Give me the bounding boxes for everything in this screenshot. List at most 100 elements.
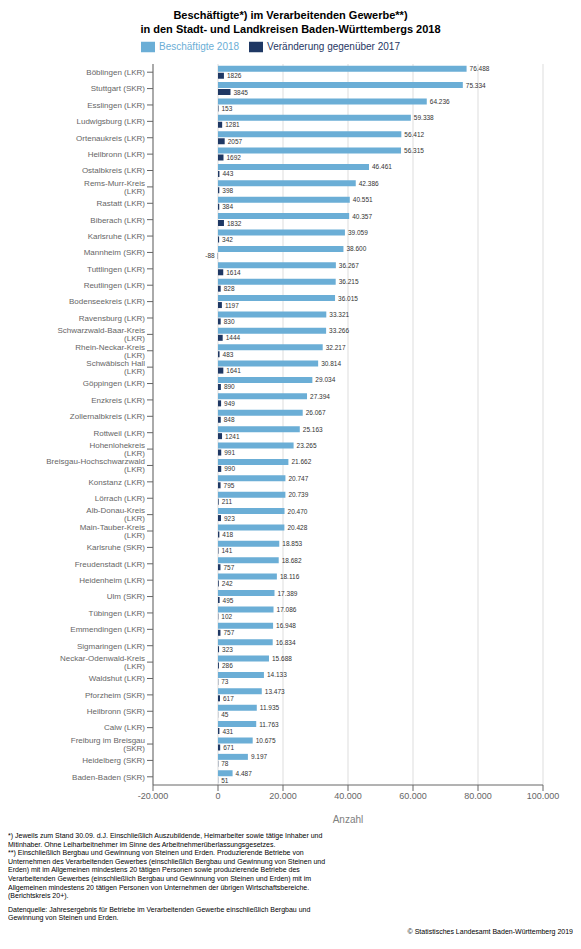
svg-text:18.682: 18.682 [282,557,302,564]
svg-text:40.551: 40.551 [353,196,373,203]
svg-text:Bodenseekreis (LKR): Bodenseekreis (LKR) [69,297,145,306]
svg-text:Rhein-Neckar-Kreis(LKR): Rhein-Neckar-Kreis(LKR) [75,343,145,360]
svg-text:23.265: 23.265 [297,442,317,449]
svg-text:Emmendingen (LKR): Emmendingen (LKR) [70,625,145,634]
svg-text:384: 384 [222,203,233,210]
svg-text:Ulm (SKR): Ulm (SKR) [107,592,146,601]
svg-text:Rottweil (LKR): Rottweil (LKR) [93,429,145,438]
svg-text:17.389: 17.389 [278,590,298,597]
svg-text:431: 431 [222,728,233,735]
svg-text:30.814: 30.814 [321,360,341,367]
svg-text:36.015: 36.015 [338,295,358,302]
svg-text:10.675: 10.675 [256,737,276,744]
svg-text:Rems-Murr-Kreis(LKR): Rems-Murr-Kreis(LKR) [84,179,145,196]
svg-text:Mannheim (SKR): Mannheim (SKR) [84,248,146,257]
svg-text:Göppingen (LKR): Göppingen (LKR) [83,379,146,388]
svg-text:20.739: 20.739 [288,491,308,498]
svg-text:59.338: 59.338 [414,114,434,121]
svg-text:671: 671 [223,744,234,751]
svg-text:Schwarzwald-Baar-Kreis(LKR): Schwarzwald-Baar-Kreis(LKR) [57,326,145,343]
svg-text:242: 242 [222,580,233,587]
svg-text:323: 323 [222,646,233,653]
svg-text:25.163: 25.163 [303,426,323,433]
svg-text:Biberach (LKR): Biberach (LKR) [90,216,145,225]
svg-text:211: 211 [222,498,233,505]
svg-text:33.266: 33.266 [329,327,349,334]
svg-text:76.488: 76.488 [470,65,490,72]
svg-text:17.086: 17.086 [277,606,297,613]
svg-text:Ostalbkreis (LKR): Ostalbkreis (LKR) [82,166,145,175]
svg-text:Reutlingen (LKR): Reutlingen (LKR) [84,281,146,290]
svg-text:75.334: 75.334 [466,82,486,89]
svg-text:Ludwigsburg (LKR): Ludwigsburg (LKR) [77,117,146,126]
svg-text:1241: 1241 [225,433,240,440]
svg-text:Schwäbisch Hall(LKR): Schwäbisch Hall(LKR) [86,359,145,376]
svg-text:Tübingen (LKR): Tübingen (LKR) [89,609,146,618]
svg-text:56.315: 56.315 [404,147,424,154]
svg-text:398: 398 [222,187,233,194]
svg-text:828: 828 [224,285,235,292]
svg-text:141: 141 [221,547,232,554]
svg-text:830: 830 [224,318,235,325]
svg-text:Esslingen (LKR): Esslingen (LKR) [87,101,145,110]
svg-text:20.470: 20.470 [288,508,308,515]
svg-text:Ortenaukreis (LKR): Ortenaukreis (LKR) [76,134,145,143]
svg-text:18.853: 18.853 [282,540,302,547]
svg-text:Heidelberg (SKR): Heidelberg (SKR) [82,756,145,765]
svg-text:20.747: 20.747 [288,475,308,482]
svg-text:991: 991 [224,449,235,456]
svg-text:36.267: 36.267 [339,262,359,269]
svg-text:1832: 1832 [227,220,242,227]
svg-text:3845: 3845 [233,89,248,96]
svg-text:Enzkreis (LKR): Enzkreis (LKR) [91,396,145,405]
svg-text:Sigmaringen (LKR): Sigmaringen (LKR) [77,642,145,651]
svg-text:890: 890 [224,383,235,390]
svg-text:Breisgau-Hochschwarzwald(LKR): Breisgau-Hochschwarzwald(LKR) [46,457,145,474]
svg-text:Stuttgart (SKR): Stuttgart (SKR) [91,84,146,93]
svg-text:923: 923 [224,515,235,522]
svg-text:40.357: 40.357 [352,213,372,220]
svg-text:Hohenlohekreis(LKR): Hohenlohekreis(LKR) [89,441,145,458]
svg-text:80.000: 80.000 [464,791,492,801]
svg-text:1444: 1444 [226,334,241,341]
svg-text:Calw (LKR): Calw (LKR) [104,723,145,732]
svg-text:42.386: 42.386 [359,180,379,187]
svg-text:13.473: 13.473 [265,688,285,695]
svg-text:64.236: 64.236 [430,98,450,105]
svg-text:Waldshut (LKR): Waldshut (LKR) [89,674,146,683]
svg-text:1614: 1614 [226,269,241,276]
svg-text:45: 45 [221,711,229,718]
svg-text:483: 483 [223,351,234,358]
svg-text:Baden-Baden (SKR): Baden-Baden (SKR) [72,773,145,782]
svg-text:Alb-Donau-Kreis(LKR): Alb-Donau-Kreis(LKR) [86,506,145,523]
svg-text:40.000: 40.000 [334,791,362,801]
svg-text:33.321: 33.321 [329,311,349,318]
svg-text:26.067: 26.067 [306,409,326,416]
svg-text:29.034: 29.034 [315,376,335,383]
svg-text:617: 617 [223,695,234,702]
svg-text:Heilbronn (SKR): Heilbronn (SKR) [87,707,146,716]
svg-text:Konstanz (LKR): Konstanz (LKR) [89,478,146,487]
svg-text:46.461: 46.461 [372,163,392,170]
svg-text:2057: 2057 [228,138,243,145]
svg-text:495: 495 [223,597,234,604]
svg-text:949: 949 [224,400,235,407]
svg-text:418: 418 [222,531,233,538]
svg-text:1281: 1281 [225,121,240,128]
svg-text:20.000: 20.000 [269,791,297,801]
svg-text:Neckar-Odenwald-Kreis(LKR): Neckar-Odenwald-Kreis(LKR) [60,654,145,671]
svg-text:102: 102 [221,613,232,620]
svg-text:Pforzheim (SKR): Pforzheim (SKR) [85,691,145,700]
svg-text:100.000: 100.000 [527,791,560,801]
svg-text:Freiburg im Breisgau(SKR): Freiburg im Breisgau(SKR) [71,736,146,753]
svg-text:51: 51 [221,777,229,784]
svg-text:Zollernalbkreis (LKR): Zollernalbkreis (LKR) [70,412,145,421]
svg-text:21.662: 21.662 [291,458,311,465]
svg-text:Freudenstadt (LKR): Freudenstadt (LKR) [75,560,146,569]
svg-text:Anzahl: Anzahl [333,814,364,825]
svg-text:1197: 1197 [225,302,239,309]
svg-text:0: 0 [215,791,220,801]
svg-text:286: 286 [222,662,233,669]
svg-text:56.412: 56.412 [404,131,424,138]
svg-text:78: 78 [221,760,229,767]
